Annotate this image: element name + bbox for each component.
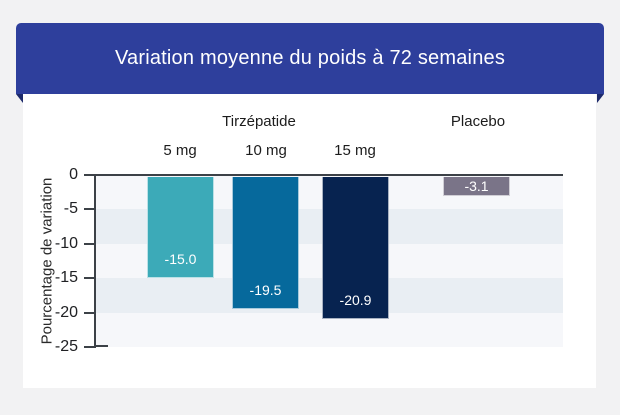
- bar-tirzepatide-5mg: -15.0: [147, 177, 214, 278]
- dose-label-tirzepatide-5mg: 5 mg: [163, 142, 197, 159]
- y-tick-label: 0: [69, 166, 78, 183]
- y-tick-label: -10: [54, 234, 78, 252]
- plot-area: 0 -5 -10 -15 -20 -25 -15.0 -19.5 -20.9 -3.1: [55, 166, 563, 355]
- bar-value-label: -15.0: [164, 251, 197, 267]
- bar-value-label: -19.5: [249, 282, 282, 298]
- ribbon-fold-left-icon: [16, 94, 23, 103]
- y-tick-label: -5: [63, 200, 78, 218]
- bar-placebo: -3.1: [443, 177, 510, 196]
- chart-panel: Pourcentage de variation 0 -5 -10 -15 -20 -25…: [23, 94, 596, 388]
- y-axis-tick: [84, 277, 94, 280]
- y-axis-tick: [84, 346, 94, 348]
- y-tick-label: -25: [54, 338, 78, 355]
- dose-label-tirzepatide-15mg: 15 mg: [334, 142, 376, 159]
- title-banner: Variation moyenne du poids à 72 semaines: [16, 23, 604, 94]
- y-tick-label: -15: [54, 269, 78, 287]
- group-label-tirzepatide: Tirzépatide: [222, 113, 296, 130]
- y-tick-label: -20: [54, 303, 78, 321]
- y-axis-tick: [84, 174, 94, 176]
- chart-title: Variation moyenne du poids à 72 semaines: [114, 47, 506, 69]
- group-label-placebo: Placebo: [450, 113, 506, 130]
- bar-tirzepatide-15mg: -20.9: [322, 177, 389, 319]
- y-axis-tick: [84, 242, 94, 245]
- bar-value-label: -20.9: [339, 292, 372, 308]
- y-axis-tick: [84, 311, 94, 314]
- bar-value-label: -3.1: [464, 178, 489, 194]
- bar-tirzepatide-10mg: -19.5: [232, 177, 299, 309]
- y-axis-tick: [84, 208, 94, 211]
- ribbon-fold-right-icon: [597, 94, 604, 103]
- y-axis-line: [94, 174, 96, 348]
- y-axis-end-cap: [96, 345, 108, 347]
- zero-baseline: [96, 174, 563, 176]
- dose-label-tirzepatide-10mg: 10 mg: [245, 142, 287, 159]
